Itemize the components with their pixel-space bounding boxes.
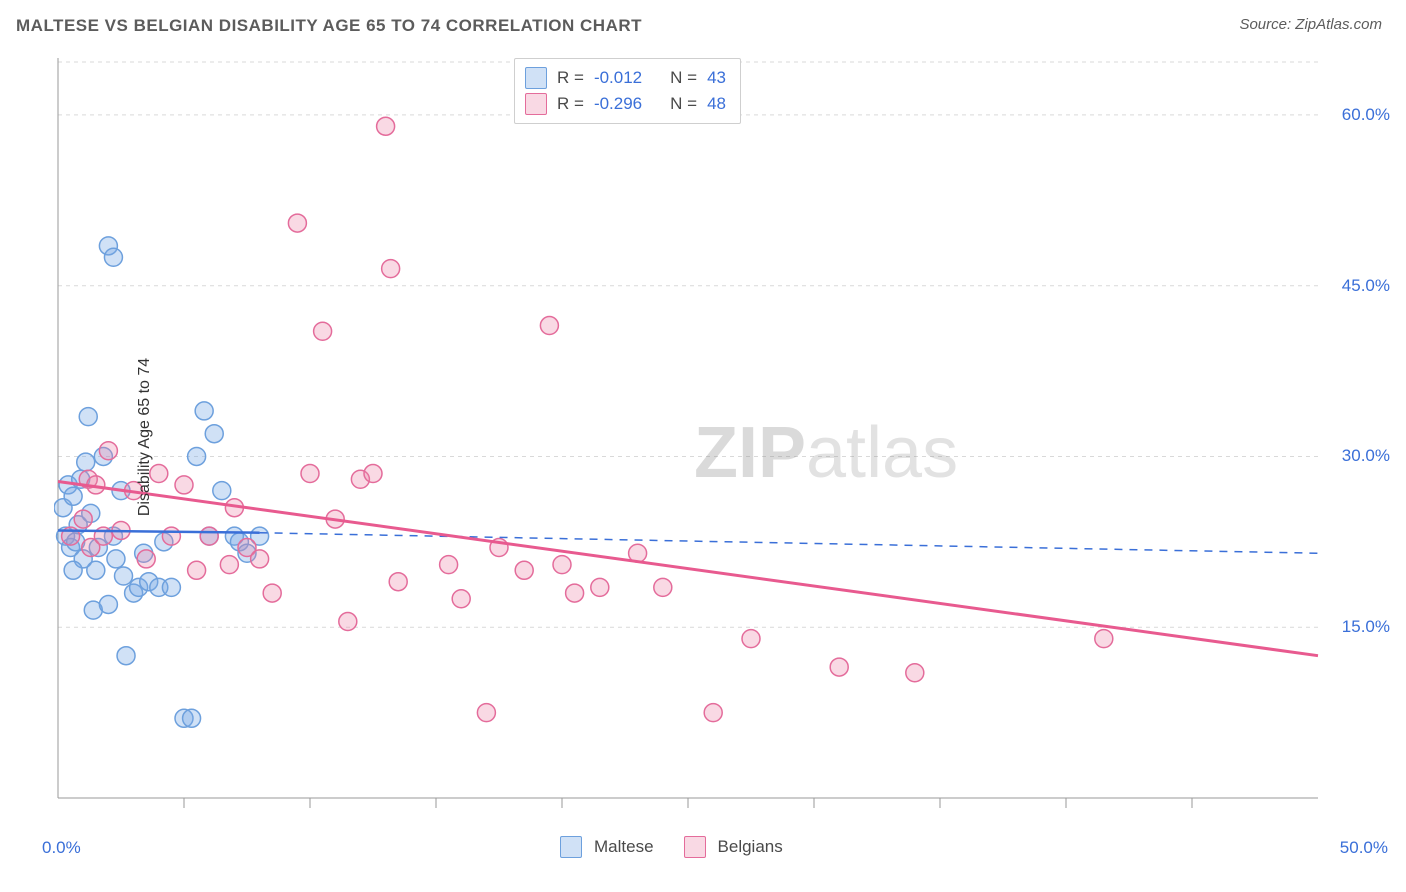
r-label: R = (557, 65, 584, 91)
stat-row: R = -0.012 N = 43 (525, 65, 726, 91)
plot-area: Disability Age 65 to 74 ZIPatlas R = -0.… (54, 52, 1390, 822)
n-label: N = (670, 91, 697, 117)
legend-label: Maltese (594, 837, 654, 857)
r-value: -0.012 (594, 65, 642, 91)
y-tick-label: 45.0% (1342, 276, 1390, 296)
r-label: R = (557, 91, 584, 117)
stat-box: R = -0.012 N = 43 R = -0.296 N = 48 (514, 58, 741, 124)
legend-item: Belgians (684, 836, 783, 858)
swatch-icon (684, 836, 706, 858)
y-tick-label: 15.0% (1342, 617, 1390, 637)
legend-label: Belgians (718, 837, 783, 857)
stat-row: R = -0.296 N = 48 (525, 91, 726, 117)
r-value: -0.296 (594, 91, 642, 117)
n-value: 43 (707, 65, 726, 91)
legend: Maltese Belgians (560, 836, 783, 858)
y-axis-label: Disability Age 65 to 74 (136, 358, 154, 516)
x-tick-label-right: 50.0% (1340, 838, 1388, 858)
y-tick-label: 30.0% (1342, 446, 1390, 466)
swatch-icon (525, 93, 547, 115)
swatch-icon (525, 67, 547, 89)
n-value: 48 (707, 91, 726, 117)
chart-title: MALTESE VS BELGIAN DISABILITY AGE 65 TO … (16, 16, 642, 36)
source-label: Source: ZipAtlas.com (1239, 16, 1382, 33)
n-label: N = (670, 65, 697, 91)
legend-item: Maltese (560, 836, 654, 858)
swatch-icon (560, 836, 582, 858)
scatter-chart (54, 52, 1390, 822)
x-tick-label-left: 0.0% (42, 838, 81, 858)
y-tick-label: 60.0% (1342, 105, 1390, 125)
